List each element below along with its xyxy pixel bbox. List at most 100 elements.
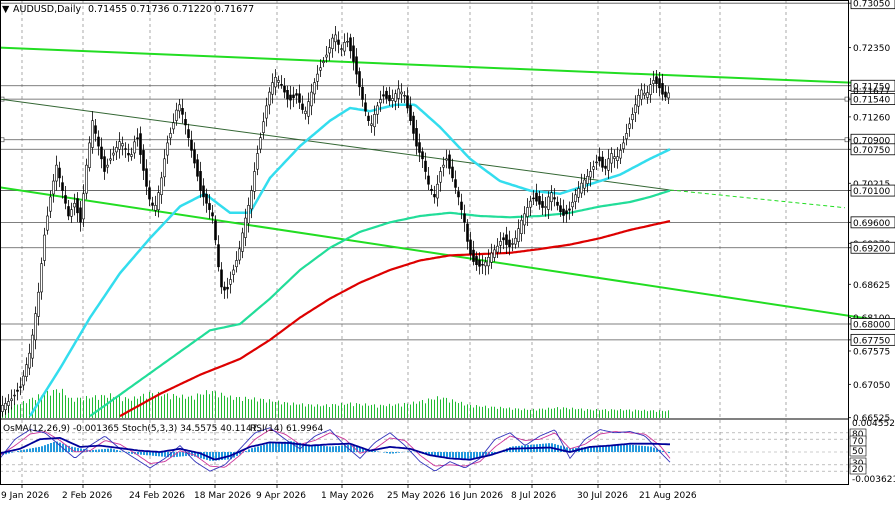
candle-body-2 bbox=[7, 401, 10, 406]
volume-bar-181 bbox=[545, 409, 546, 418]
volume-bar-28 bbox=[86, 395, 87, 418]
candle-body-197 bbox=[592, 166, 595, 170]
volume-bar-135 bbox=[407, 403, 408, 418]
candle-body-221 bbox=[664, 91, 667, 98]
candle-body-37 bbox=[112, 152, 115, 156]
candle-body-58 bbox=[175, 109, 178, 121]
volume-bar-94 bbox=[284, 401, 285, 418]
osma-bar-218 bbox=[656, 448, 658, 452]
volume-bar-171 bbox=[515, 408, 516, 418]
volume-bar-132 bbox=[398, 403, 399, 418]
volume-bar-128 bbox=[386, 406, 387, 418]
volume-bar-143 bbox=[431, 399, 432, 418]
volume-bar-177 bbox=[533, 408, 534, 418]
volume-bar-153 bbox=[461, 401, 462, 418]
volume-bar-37 bbox=[113, 397, 114, 418]
volume-bar-40 bbox=[122, 401, 123, 418]
volume-bar-96 bbox=[290, 405, 291, 418]
volume-bar-42 bbox=[128, 398, 129, 418]
candle-body-196 bbox=[589, 171, 592, 178]
candle-body-213 bbox=[640, 89, 643, 100]
candle-body-118 bbox=[355, 56, 358, 75]
candle-body-157 bbox=[472, 249, 475, 262]
volume-bar-68 bbox=[206, 390, 207, 418]
volume-bar-9 bbox=[29, 399, 30, 418]
osma-bar-161 bbox=[485, 452, 487, 457]
candle-body-186 bbox=[559, 205, 562, 213]
volume-bar-38 bbox=[116, 396, 117, 418]
candle-body-63 bbox=[190, 139, 193, 151]
volume-bar-202 bbox=[608, 411, 609, 418]
candle-body-96 bbox=[289, 94, 292, 101]
candle-body-127 bbox=[382, 94, 385, 97]
osma-bar-188 bbox=[566, 447, 568, 452]
osma-bar-108 bbox=[326, 446, 328, 452]
candle-body-178 bbox=[535, 192, 538, 202]
price-tick-4: 0.71540 bbox=[853, 96, 890, 106]
volume-bar-210 bbox=[632, 411, 633, 418]
volume-bar-113 bbox=[341, 402, 342, 418]
x-tick-3: 18 Mar 2026 bbox=[194, 491, 251, 501]
candle-body-174 bbox=[523, 213, 526, 226]
candle-body-61 bbox=[184, 119, 187, 126]
osma-bar-32 bbox=[98, 449, 100, 452]
candle-body-104 bbox=[313, 82, 316, 95]
candle-body-11 bbox=[34, 313, 37, 341]
chart-menu-arrow-icon[interactable]: ▼ bbox=[2, 4, 10, 15]
osma-bar-198 bbox=[596, 446, 598, 452]
volume-bar-173 bbox=[521, 410, 522, 418]
candle-body-67 bbox=[202, 185, 205, 198]
volume-bar-150 bbox=[452, 399, 453, 418]
candle-body-185 bbox=[556, 201, 559, 206]
candle-body-153 bbox=[460, 201, 463, 210]
osma-bar-147 bbox=[443, 452, 445, 457]
volume-bar-31 bbox=[95, 395, 96, 418]
osma-bar-10 bbox=[32, 448, 34, 452]
volume-bar-154 bbox=[464, 405, 465, 418]
candle-body-56 bbox=[169, 133, 172, 139]
candle-body-156 bbox=[469, 239, 472, 255]
candle-body-164 bbox=[493, 249, 496, 258]
volume-bar-35 bbox=[107, 397, 108, 418]
candle-body-1 bbox=[4, 403, 7, 411]
candle-body-182 bbox=[547, 196, 550, 210]
volume-bar-56 bbox=[170, 399, 171, 418]
volume-bar-164 bbox=[494, 406, 495, 418]
candle-body-80 bbox=[241, 232, 244, 252]
candle-body-39 bbox=[118, 141, 121, 150]
osma-bar-201 bbox=[605, 445, 607, 452]
candle-body-191 bbox=[574, 194, 577, 202]
osma-bar-18 bbox=[56, 441, 58, 452]
osma-bar-9 bbox=[29, 448, 31, 452]
volume-bar-183 bbox=[551, 408, 552, 418]
x-tick-4: 9 Apr 2026 bbox=[256, 491, 306, 501]
price-tick-9: 0.70100 bbox=[853, 187, 890, 197]
osma-bar-22 bbox=[68, 445, 70, 452]
candle-body-128 bbox=[385, 90, 388, 99]
volume-bar-50 bbox=[152, 393, 153, 418]
candle-body-20 bbox=[61, 182, 64, 191]
candle-body-143 bbox=[430, 188, 433, 191]
candle-body-144 bbox=[433, 194, 436, 198]
candle-body-201 bbox=[604, 165, 607, 169]
candle-body-150 bbox=[451, 166, 454, 179]
candle-body-133 bbox=[400, 91, 403, 95]
volume-bar-208 bbox=[626, 409, 627, 418]
osma-bar-208 bbox=[626, 444, 628, 452]
candle-body-30 bbox=[91, 120, 94, 148]
volume-bar-168 bbox=[506, 408, 507, 418]
candle-body-38 bbox=[115, 147, 118, 153]
volume-bar-134 bbox=[404, 402, 405, 418]
candle-body-54 bbox=[163, 158, 166, 178]
volume-bar-98 bbox=[296, 404, 297, 418]
candle-body-216 bbox=[649, 84, 652, 95]
candle-body-123 bbox=[370, 123, 373, 126]
osma-bar-82 bbox=[248, 449, 250, 452]
volume-bar-204 bbox=[614, 409, 615, 418]
osma-bar-103 bbox=[311, 444, 313, 452]
candle-body-189 bbox=[568, 208, 571, 211]
osma-bar-74 bbox=[224, 452, 226, 460]
candle-body-57 bbox=[172, 122, 175, 130]
x-tick-6: 25 May 2026 bbox=[387, 491, 446, 501]
